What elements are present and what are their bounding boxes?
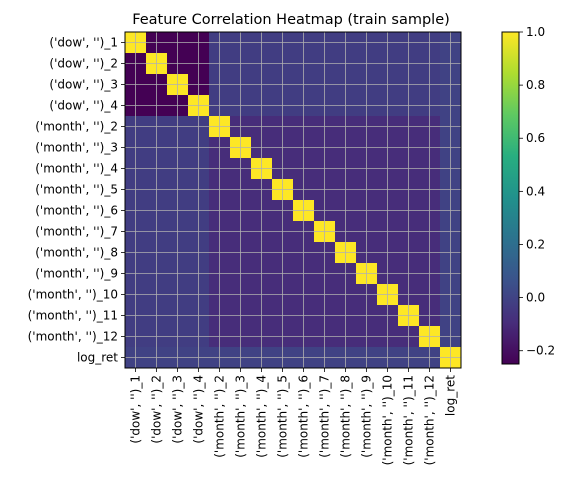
y-tick-label: ('dow', '')_1 xyxy=(49,36,118,50)
y-tick-label: ('month', '')_4 xyxy=(35,162,118,176)
colorbar-tick-label: 0.2 xyxy=(526,237,545,251)
x-tick-label: ('dow', '')_2 xyxy=(150,375,164,444)
x-tick-label: ('month', '')_12 xyxy=(423,375,437,465)
y-tick-label: ('dow', '')_3 xyxy=(49,78,118,92)
y-tick-label: ('month', '')_10 xyxy=(28,288,118,302)
plot-frame xyxy=(124,31,462,369)
y-tick-label: ('month', '')_3 xyxy=(35,141,118,155)
colorbar-tick-label: 0.0 xyxy=(526,291,545,305)
y-tick-label: ('month', '')_12 xyxy=(28,330,118,344)
y-tick-label: ('dow', '')_4 xyxy=(49,99,118,113)
x-tick-label: ('month', '')_5 xyxy=(276,375,290,458)
colorbar-ticks: −0.2 0.0 0.2 0.4 0.6 0.8 1.0 xyxy=(519,25,555,358)
y-axis-ticks: ('dow', '')_1 ('dow', '')_2 ('dow', '')_3 (… xyxy=(28,36,125,365)
x-tick-label: ('month', '')_3 xyxy=(234,375,248,458)
heatmap-grid xyxy=(125,32,461,368)
x-tick-label: ('dow', '')_4 xyxy=(192,375,206,444)
x-tick-label: ('dow', '')_3 xyxy=(171,375,185,444)
x-tick-label: ('month', '')_7 xyxy=(318,375,332,458)
x-tick-label: ('month', '')_6 xyxy=(297,375,311,458)
colorbar-tick-label: 0.8 xyxy=(526,78,545,92)
x-axis-ticks: ('dow', '')_1 ('dow', '')_2 ('dow', '')_3 (… xyxy=(129,368,458,465)
heatmap-cells xyxy=(125,32,462,369)
x-tick-label: ('month', '')_9 xyxy=(360,375,374,458)
x-tick-label: ('dow', '')_1 xyxy=(129,375,143,444)
colorbar-tick-label: 1.0 xyxy=(526,25,545,39)
y-tick-label: log_ret xyxy=(77,351,118,365)
x-tick-label: ('month', '')_4 xyxy=(255,375,269,458)
y-tick-label: ('month', '')_5 xyxy=(35,183,118,197)
y-tick-label: ('month', '')_9 xyxy=(35,267,118,281)
x-tick-label: ('month', '')_8 xyxy=(339,375,353,458)
y-tick-label: ('month', '')_6 xyxy=(35,204,118,218)
y-tick-label: ('month', '')_2 xyxy=(35,120,118,134)
x-tick-label: log_ret xyxy=(444,375,458,416)
y-tick-label: ('dow', '')_2 xyxy=(49,57,118,71)
y-tick-label: ('month', '')_11 xyxy=(28,309,118,323)
colorbar-tick-label: −0.2 xyxy=(526,344,555,358)
colorbar-tick-label: 0.6 xyxy=(526,131,545,145)
y-tick-label: ('month', '')_7 xyxy=(35,225,118,239)
y-tick-label: ('month', '')_8 xyxy=(35,246,118,260)
x-tick-label: ('month', '')_2 xyxy=(213,375,227,458)
colorbar xyxy=(501,31,520,365)
x-tick-label: ('month', '')_11 xyxy=(402,375,416,465)
chart-title: Feature Correlation Heatmap (train sampl… xyxy=(132,12,450,28)
x-tick-label: ('month', '')_10 xyxy=(381,375,395,465)
colorbar-tick-label: 0.4 xyxy=(526,184,545,198)
